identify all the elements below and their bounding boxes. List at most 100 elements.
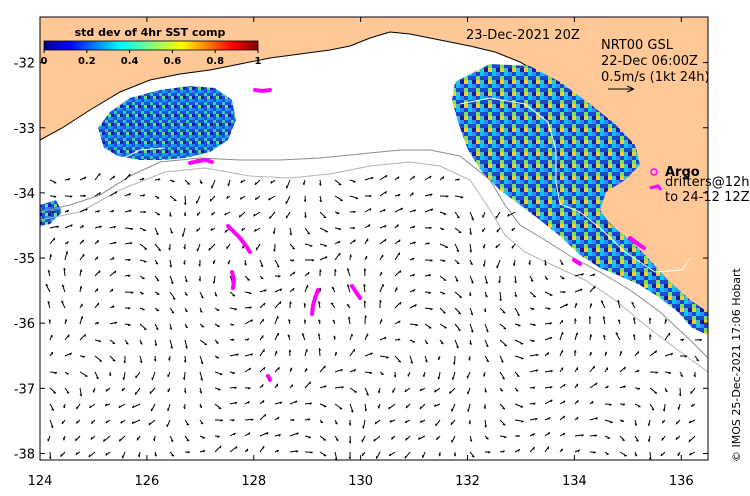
current-arrow [499, 307, 506, 314]
current-arrow-head [66, 251, 69, 254]
current-arrow [600, 300, 606, 309]
x-tick-label: 128 [241, 474, 266, 489]
current-arrow-head [200, 296, 204, 299]
current-arrow [424, 323, 432, 329]
current-arrow-head [303, 199, 307, 203]
current-arrow-head [563, 400, 566, 404]
current-arrow-head [200, 422, 204, 425]
current-arrow-head [96, 321, 100, 325]
current-arrow-head [200, 361, 204, 365]
current-arrow-head [309, 245, 313, 247]
x-tick-label: 130 [348, 474, 373, 489]
current-arrow [334, 368, 343, 373]
current-arrow-head [236, 353, 239, 356]
current-arrow [64, 251, 68, 261]
current-arrow-head [341, 386, 344, 389]
current-arrow-head [248, 432, 251, 436]
current-arrow-head [143, 211, 147, 214]
current-arrow-head [318, 348, 322, 351]
current-arrow-head [85, 208, 88, 211]
current-arrow [274, 332, 279, 341]
current-arrow-head [368, 195, 372, 198]
current-arrow [679, 387, 682, 396]
current-arrow [664, 332, 671, 341]
current-arrow-head [442, 260, 446, 262]
current-arrow [274, 288, 283, 293]
current-arrow-head [320, 421, 324, 424]
current-arrow [514, 275, 517, 284]
current-arrow-head [66, 241, 69, 244]
current-arrow [394, 355, 402, 363]
current-arrow-head [468, 357, 471, 361]
current-arrow-head [113, 225, 117, 229]
current-arrow-head [459, 296, 462, 298]
current-arrow-head [56, 225, 60, 228]
current-arrow-head [470, 312, 474, 316]
current-arrow-head [289, 232, 292, 236]
current-arrow-head [668, 372, 672, 375]
current-arrow-head [129, 209, 132, 213]
current-arrow-head [319, 287, 322, 291]
current-arrow [615, 332, 621, 341]
current-arrow-head [377, 405, 380, 409]
current-arrow [304, 381, 311, 389]
current-arrow-head [50, 254, 52, 257]
current-arrow-head [469, 439, 473, 442]
current-arrow-head [187, 451, 190, 454]
current-arrow-head [565, 303, 569, 307]
current-arrow-head [232, 419, 235, 422]
current-arrow-head [364, 268, 367, 271]
current-arrow-head [574, 350, 577, 353]
current-arrow [409, 304, 417, 309]
current-arrow [213, 275, 216, 284]
current-arrow [319, 451, 327, 457]
current-arrow-head [530, 279, 534, 282]
y-tick-label: -35 [14, 252, 35, 267]
drifter-track [230, 270, 237, 290]
current-arrow-head [438, 453, 441, 457]
x-tick-label: 136 [669, 474, 694, 489]
current-arrow-head [404, 455, 407, 459]
current-arrow [214, 403, 222, 410]
current-arrow-head [253, 213, 256, 217]
current-arrow-head [517, 325, 521, 327]
current-arrow [364, 208, 372, 213]
current-arrow-head [576, 417, 579, 420]
current-arrow-head [621, 439, 625, 442]
current-arrow-head [353, 239, 356, 243]
current-arrow-head [142, 194, 146, 197]
current-arrow [467, 403, 471, 412]
current-arrow [349, 348, 356, 357]
current-arrow-head [170, 281, 174, 285]
current-arrow-head [458, 312, 462, 315]
current-arrow-head [634, 454, 638, 457]
current-arrow [379, 190, 387, 197]
current-arrow-head [590, 351, 592, 355]
current-arrow [574, 273, 584, 277]
current-arrow [169, 291, 176, 300]
current-arrow-head [532, 386, 536, 390]
current-arrow-head [240, 180, 243, 183]
current-arrow-head [605, 351, 608, 355]
current-arrow-head [254, 197, 257, 200]
current-arrow [404, 451, 411, 459]
current-arrow-head [470, 281, 474, 284]
current-arrow-head [304, 215, 307, 218]
current-arrow-head [142, 177, 145, 181]
current-arrow-head [53, 392, 56, 394]
current-arrow-head [346, 268, 350, 271]
current-arrow [214, 371, 223, 375]
current-arrow-head [114, 270, 117, 274]
current-arrow-head [675, 421, 678, 425]
current-arrow [269, 211, 276, 220]
current-arrow-head [153, 438, 155, 442]
current-arrow [452, 371, 456, 380]
current-arrow [424, 307, 433, 310]
current-arrow-head [549, 336, 553, 340]
current-arrow-head [143, 328, 147, 331]
product-label: NRT00 GSL [601, 38, 674, 53]
current-arrow-head [483, 309, 487, 313]
current-arrow [274, 401, 283, 405]
current-arrow-head [654, 392, 657, 394]
current-arrow-head [517, 449, 521, 452]
